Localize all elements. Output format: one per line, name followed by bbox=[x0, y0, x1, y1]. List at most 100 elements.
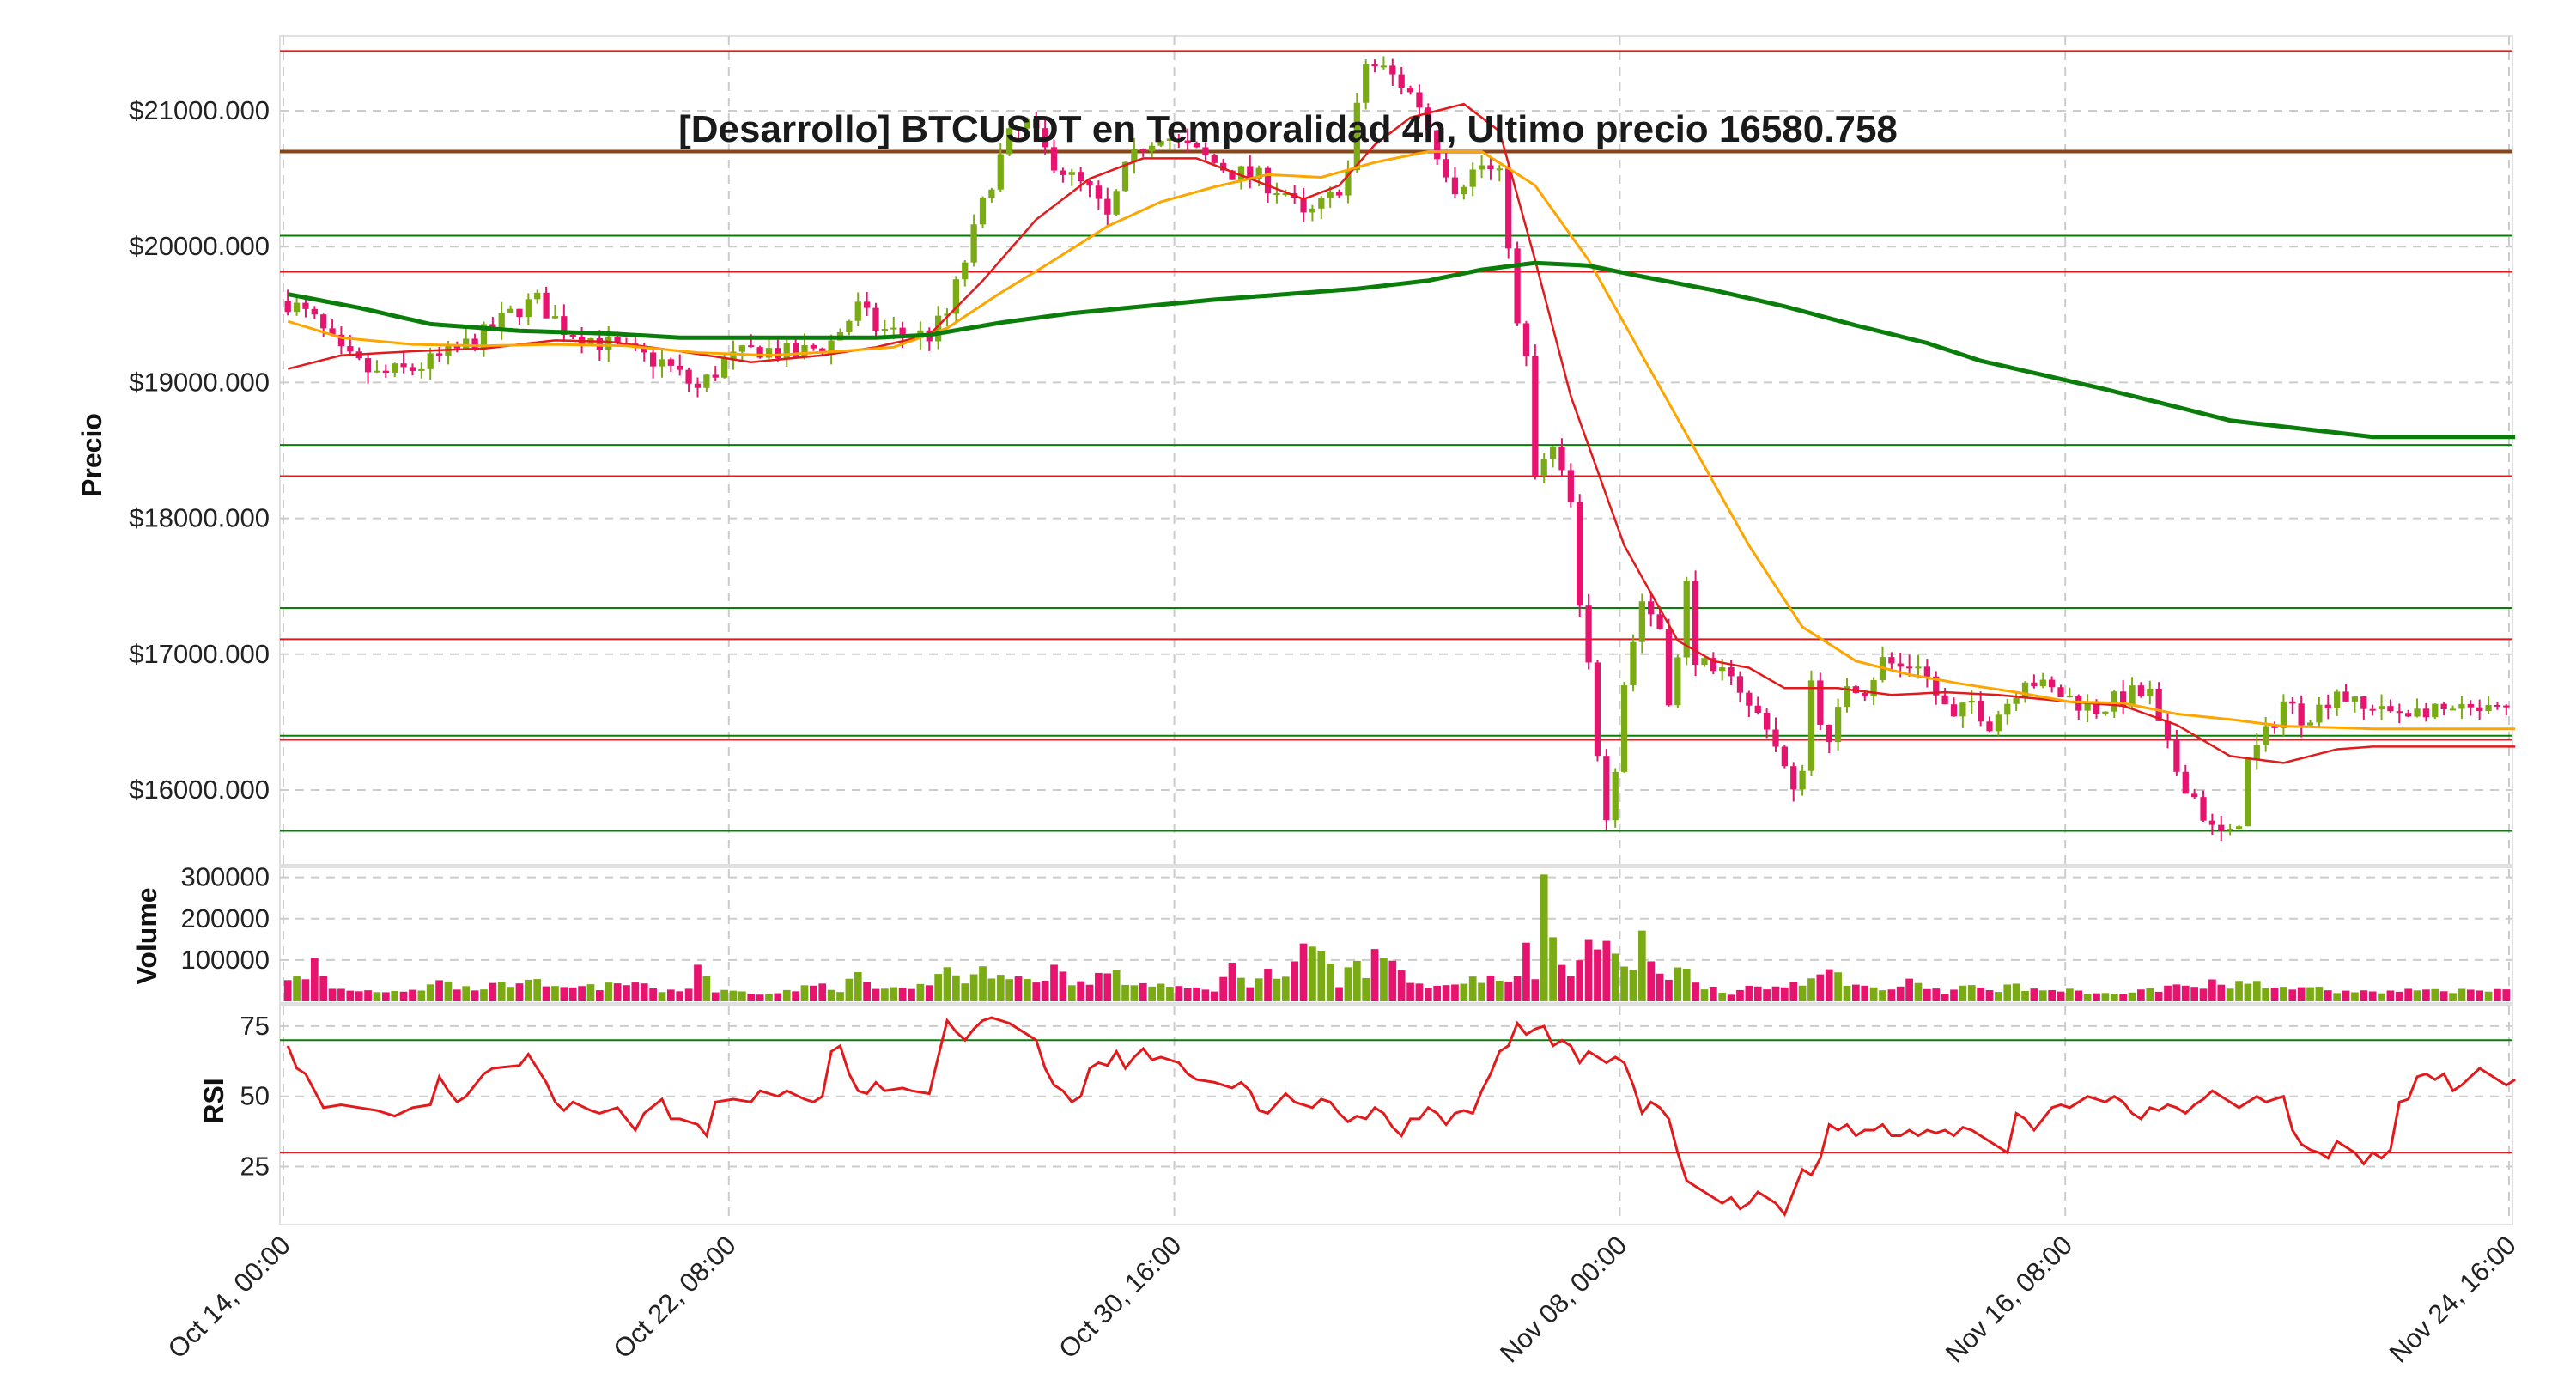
volume-bar bbox=[2270, 988, 2279, 1001]
candle-body bbox=[1950, 704, 1958, 717]
volume-bar bbox=[765, 994, 773, 1001]
volume-bar bbox=[2360, 990, 2368, 1001]
volume-bar bbox=[1789, 982, 1798, 1001]
price-panel bbox=[279, 35, 2513, 866]
volume-bar bbox=[792, 991, 799, 1001]
rsi-axis-title: RSI bbox=[198, 1078, 229, 1123]
candle-body bbox=[1674, 657, 1681, 706]
ma_mid-line bbox=[287, 150, 2516, 731]
candle-body bbox=[364, 358, 372, 373]
candle-body bbox=[1166, 138, 1174, 142]
volume-bar bbox=[2395, 991, 2403, 1001]
candle-body bbox=[1923, 666, 1931, 677]
candle-body bbox=[1790, 766, 1797, 790]
volume-bar bbox=[747, 994, 756, 1001]
volume-bar bbox=[2057, 991, 2065, 1001]
candle-body bbox=[409, 367, 416, 371]
volume-bar bbox=[568, 987, 577, 1001]
volume-bar bbox=[310, 958, 319, 1001]
volume-bar bbox=[1175, 986, 1183, 1001]
candle-body bbox=[2485, 704, 2492, 712]
candle-body bbox=[1398, 74, 1405, 88]
volume-bar bbox=[1763, 989, 1771, 1001]
candle-body bbox=[1345, 170, 1352, 196]
volume-bar bbox=[800, 985, 809, 1001]
candle-body bbox=[311, 308, 318, 315]
candle-body bbox=[1638, 601, 1645, 642]
volume-bar bbox=[2502, 989, 2511, 1001]
volume-bar bbox=[782, 989, 791, 1001]
candle-body bbox=[2093, 701, 2100, 714]
volume-bar bbox=[524, 979, 532, 1001]
volume-bar bbox=[2431, 988, 2439, 1001]
candle-body bbox=[863, 301, 871, 308]
candle-body bbox=[463, 338, 470, 349]
volume-bar bbox=[2288, 989, 2297, 1001]
candle-body bbox=[694, 383, 702, 388]
candle-body bbox=[1264, 167, 1272, 194]
candle-body bbox=[1121, 161, 1129, 192]
volume-bar bbox=[2208, 979, 2216, 1001]
candle-body bbox=[677, 365, 683, 370]
candle-body bbox=[453, 345, 460, 349]
candle-body bbox=[2342, 691, 2349, 702]
candle-body bbox=[819, 348, 826, 353]
volume-bar bbox=[2181, 985, 2190, 1001]
volume-bar bbox=[1807, 978, 1815, 1001]
candle-body bbox=[765, 348, 773, 358]
candle-body bbox=[1959, 702, 1966, 717]
candle-body bbox=[1701, 658, 1708, 666]
volume-bar bbox=[1468, 976, 1477, 1001]
candle-body bbox=[899, 327, 906, 337]
candle-body bbox=[1406, 88, 1414, 93]
volume-bar bbox=[1995, 992, 2002, 1001]
volume-bar bbox=[1558, 964, 1566, 1001]
price-y-tick-label: $18000.000 bbox=[129, 503, 270, 533]
volume-bar bbox=[355, 991, 363, 1001]
volume-bar bbox=[507, 987, 514, 1001]
volume-bar bbox=[2190, 987, 2199, 1001]
volume-bar bbox=[1736, 989, 1744, 1001]
candle-body bbox=[2334, 691, 2341, 708]
candle-body bbox=[2164, 720, 2172, 739]
volume-bar bbox=[908, 988, 915, 1001]
volume-bar bbox=[2083, 994, 2092, 1001]
volume-bar bbox=[666, 989, 675, 1001]
candle-body bbox=[1540, 459, 1547, 477]
candle-body bbox=[516, 308, 523, 318]
volume-bar bbox=[1166, 987, 1174, 1001]
volume-bar bbox=[480, 989, 488, 1001]
candle-body bbox=[2440, 703, 2447, 709]
volume-bar bbox=[1273, 978, 1281, 1001]
candle-body bbox=[302, 302, 309, 309]
volume-bar bbox=[684, 988, 693, 1001]
candle-body bbox=[2271, 726, 2278, 728]
candle-body bbox=[1844, 686, 1850, 708]
volume-bar bbox=[1887, 989, 1896, 1001]
volume-bar bbox=[453, 989, 461, 1001]
volume-bar bbox=[2378, 993, 2385, 1001]
rsi-line bbox=[286, 1016, 2516, 1218]
candle-body bbox=[944, 313, 951, 316]
volume-bar bbox=[381, 992, 390, 1001]
candle-body bbox=[1558, 446, 1565, 471]
candle-body bbox=[1425, 107, 1431, 131]
volume-bar bbox=[391, 991, 399, 1001]
volume-bar bbox=[1959, 985, 1967, 1001]
candle-body bbox=[2191, 793, 2198, 798]
candle-body bbox=[2235, 826, 2243, 830]
volume-bar bbox=[1656, 973, 1664, 1001]
candle-body bbox=[1060, 170, 1066, 175]
candle-body bbox=[480, 324, 488, 350]
candle-body bbox=[685, 369, 692, 384]
volume-bar bbox=[533, 979, 542, 1001]
volume-bar bbox=[1352, 960, 1361, 1001]
volume-bar bbox=[2484, 991, 2493, 1001]
volume-bar bbox=[720, 989, 728, 1001]
volume-bar bbox=[694, 964, 702, 1001]
volume-bar bbox=[2342, 990, 2350, 1001]
rsi-y-tick-label: 75 bbox=[240, 1011, 270, 1041]
volume-axis-title: Volume bbox=[131, 887, 162, 984]
volume-bar bbox=[2154, 991, 2163, 1001]
volume-bar bbox=[1914, 982, 1923, 1001]
